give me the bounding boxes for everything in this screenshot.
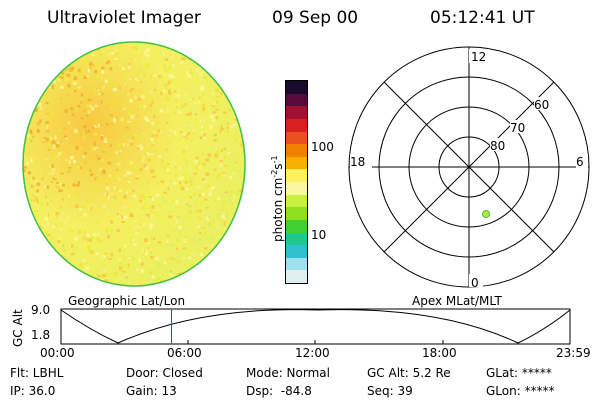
colorbar-segment (286, 219, 307, 233)
disk-edge (22, 41, 246, 287)
colorbar-tick-10: 10 (311, 228, 327, 242)
polar-label-18: 18 (350, 155, 365, 169)
timeline-tick-0000: 00:00 (40, 346, 75, 360)
polar-plot: 12 0 18 6 80 70 60 (348, 46, 590, 290)
polar-marker (482, 210, 490, 218)
colorbar-segment (286, 194, 307, 208)
colorbar-segment (286, 182, 307, 195)
colorbar-segment (286, 257, 307, 271)
time-label: 05:12:41 UT (430, 8, 535, 28)
polar-ring-label-80: 80 (490, 139, 505, 153)
timeline-plot (60, 308, 571, 345)
polar-label-6: 6 (576, 155, 584, 169)
disk-fill (23, 42, 245, 286)
colorbar-segment (286, 118, 307, 132)
polar-label-0: 0 (471, 276, 479, 290)
instrument-title: Ultraviolet Imager (47, 8, 201, 28)
colorbar-segment (286, 131, 307, 145)
timeline-tick-2359: 23:59 (556, 346, 591, 360)
info-ip: IP: 36.0 (10, 384, 56, 398)
info-filter: Flt: LBHL (10, 366, 64, 380)
colorbar-segment (286, 93, 307, 107)
colorbar-segment (286, 232, 307, 246)
polar-ring-label-70: 70 (510, 121, 525, 135)
timeline-left-label: Geographic Lat/Lon (68, 294, 186, 308)
info-gc-alt: GC Alt: 5.2 Re (367, 366, 451, 380)
info-mode: Mode: Normal (246, 366, 330, 380)
info-dsp: Dsp: -84.8 (246, 384, 312, 398)
timeline-altitude-curve (60, 309, 571, 344)
colorbar-segment (286, 81, 307, 94)
info-gain: Gain: 13 (126, 384, 177, 398)
colorbar-segment (286, 144, 307, 157)
colorbar-unit-label: photon cm-2s-1 (270, 155, 285, 242)
polar-ring-label-60: 60 (534, 98, 549, 112)
info-glon: GLon: ***** (486, 384, 555, 398)
polar-label-12: 12 (471, 50, 486, 64)
info-seq: Seq: 39 (367, 384, 413, 398)
timeline-y-min: 1.8 (31, 328, 51, 342)
info-door: Door: Closed (126, 366, 203, 380)
colorbar-tick-100: 100 (311, 140, 334, 154)
timeline-tick-1800: 18:00 (422, 346, 457, 360)
timeline-frame (60, 308, 571, 345)
colorbar-segment (286, 207, 307, 220)
polar-diagonal-2 (383, 81, 555, 253)
colorbar-segment (286, 169, 307, 182)
colorbar-segment (286, 270, 307, 283)
colorbar-segment (286, 106, 307, 119)
date-label: 09 Sep 00 (272, 8, 359, 28)
timeline-right-label: Apex MLat/MLT (412, 294, 502, 308)
timeline-y-max: 9.0 (31, 303, 51, 317)
uv-image-disk (22, 41, 246, 287)
timeline-tick-0600: 06:00 (167, 346, 202, 360)
colorbar-segment (286, 245, 307, 258)
colorbar (285, 80, 308, 284)
info-glat: GLat: ***** (486, 366, 552, 380)
timeline-tick-1200: 12:00 (295, 346, 330, 360)
colorbar-segment (286, 156, 307, 170)
